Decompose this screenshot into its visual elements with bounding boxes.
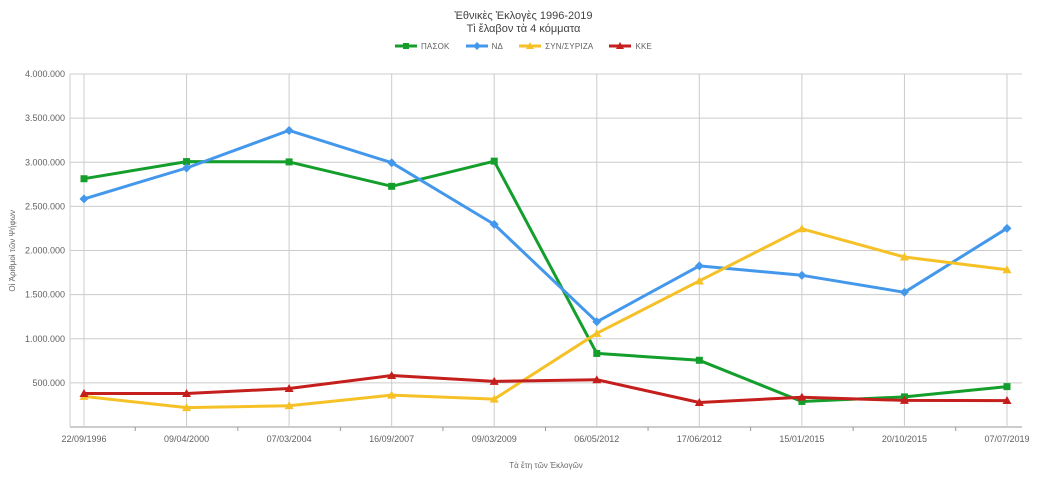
data-point-kke[interactable] (899, 395, 909, 404)
y-tick-label: 1.000.000 (25, 334, 65, 344)
data-point-kke[interactable] (284, 383, 294, 392)
data-point-kke[interactable] (797, 392, 807, 401)
data-point-pasok[interactable] (285, 158, 293, 166)
data-point-nd[interactable] (489, 219, 499, 229)
syn-syriza-marker-icon (519, 42, 542, 49)
y-tick-label: 2.500.000 (25, 201, 65, 211)
x-tick-label: 09/03/2009 (472, 434, 517, 444)
series-line-kke (82, 374, 1009, 404)
data-point-syn-syriza[interactable] (592, 328, 602, 337)
y-tick-label: 1.500.000 (25, 290, 65, 300)
data-point-nd[interactable] (79, 194, 89, 204)
data-point-syn-syriza[interactable] (1002, 265, 1012, 274)
legend-item-syn-syriza[interactable]: ΣΥΝ/ΣΥΡΙΖΑ (519, 41, 593, 51)
y-tick-label: 3.000.000 (25, 157, 65, 167)
y-axis-title: Οἱ Ἀριθμοὶ τῶν Ψήφων (7, 209, 17, 292)
legend-label: ΝΔ (491, 41, 504, 51)
y-tick-label: 2.000.000 (25, 246, 65, 256)
data-point-kke[interactable] (1002, 396, 1012, 405)
data-point-pasok[interactable] (183, 158, 191, 166)
legend-item-pasok[interactable]: ΠΑΣΟΚ (394, 41, 450, 51)
x-tick-label: 16/09/2007 (369, 434, 414, 444)
data-point-nd[interactable] (284, 125, 294, 135)
data-point-syn-syriza[interactable] (797, 224, 807, 233)
x-axis-title: Τὰ ἔτη τῶν Ἐκλογῶν (509, 461, 583, 470)
data-point-syn-syriza[interactable] (387, 390, 397, 399)
y-tick-label: 500.000 (32, 378, 65, 388)
data-point-pasok[interactable] (80, 175, 88, 183)
x-tick-label: 07/07/2019 (984, 434, 1029, 444)
data-point-kke[interactable] (182, 389, 192, 398)
data-point-nd[interactable] (592, 317, 602, 327)
data-point-nd[interactable] (182, 163, 192, 173)
data-point-syn-syriza[interactable] (694, 276, 704, 285)
x-tick-label: 06/05/2012 (574, 434, 619, 444)
y-tick-label: 3.500.000 (25, 113, 65, 123)
legend-label: ΚΚΕ (635, 41, 653, 51)
data-point-pasok[interactable] (490, 157, 498, 165)
data-point-syn-syriza[interactable] (284, 401, 294, 410)
data-point-nd[interactable] (1002, 223, 1012, 233)
legend-item-nd[interactable]: ΝΔ (465, 41, 504, 51)
chart-title: Ἐθνικὲς Ἐκλογὲς 1996-2019 (454, 10, 593, 22)
pasok-marker-icon (394, 43, 417, 49)
y-tick-label: 4.000.000 (25, 69, 65, 79)
legend-item-kke[interactable]: ΚΚΕ (609, 41, 652, 51)
data-point-syn-syriza[interactable] (489, 394, 499, 403)
data-point-kke[interactable] (489, 376, 499, 385)
data-point-pasok[interactable] (695, 356, 703, 364)
data-point-pasok[interactable] (388, 182, 396, 190)
x-tick-label: 17/06/2012 (677, 434, 722, 444)
kke-marker-icon (609, 42, 632, 49)
data-point-nd[interactable] (694, 261, 704, 271)
data-point-nd[interactable] (899, 287, 909, 297)
data-point-nd[interactable] (387, 158, 397, 168)
data-point-kke[interactable] (79, 388, 89, 397)
data-point-pasok[interactable] (593, 349, 601, 357)
data-point-syn-syriza[interactable] (899, 252, 909, 261)
data-point-syn-syriza[interactable] (182, 403, 192, 412)
data-point-nd[interactable] (797, 270, 807, 280)
chart-header: Ἐθνικὲς Ἐκλογὲς 1996-2019 Τὶ ἔλαβον τὰ 4… (0, 10, 1047, 36)
data-point-kke[interactable] (592, 375, 602, 384)
x-tick-label: 07/03/2004 (267, 434, 312, 444)
data-point-kke[interactable] (694, 398, 704, 407)
legend-label: ΣΥΝ/ΣΥΡΙΖΑ (545, 41, 594, 51)
nd-marker-icon (465, 42, 488, 50)
x-tick-label: 20/10/2015 (882, 434, 927, 444)
x-tick-label: 09/04/2000 (164, 434, 209, 444)
data-point-kke[interactable] (387, 370, 397, 379)
x-tick-label: 22/09/1996 (61, 434, 106, 444)
data-point-pasok[interactable] (1003, 383, 1011, 391)
legend: ΠΑΣΟΚ ΝΔ ΣΥΝ/ΣΥΡΙΖΑ ΚΚΕ (0, 41, 1047, 51)
series-line-nd (82, 128, 1009, 324)
legend-label: ΠΑΣΟΚ (420, 41, 450, 51)
series-line-syn-syriza (82, 227, 1009, 410)
x-tick-label: 15/01/2015 (779, 434, 824, 444)
chart-subtitle: Τὶ ἔλαβον τὰ 4 κόμματα (466, 23, 581, 35)
